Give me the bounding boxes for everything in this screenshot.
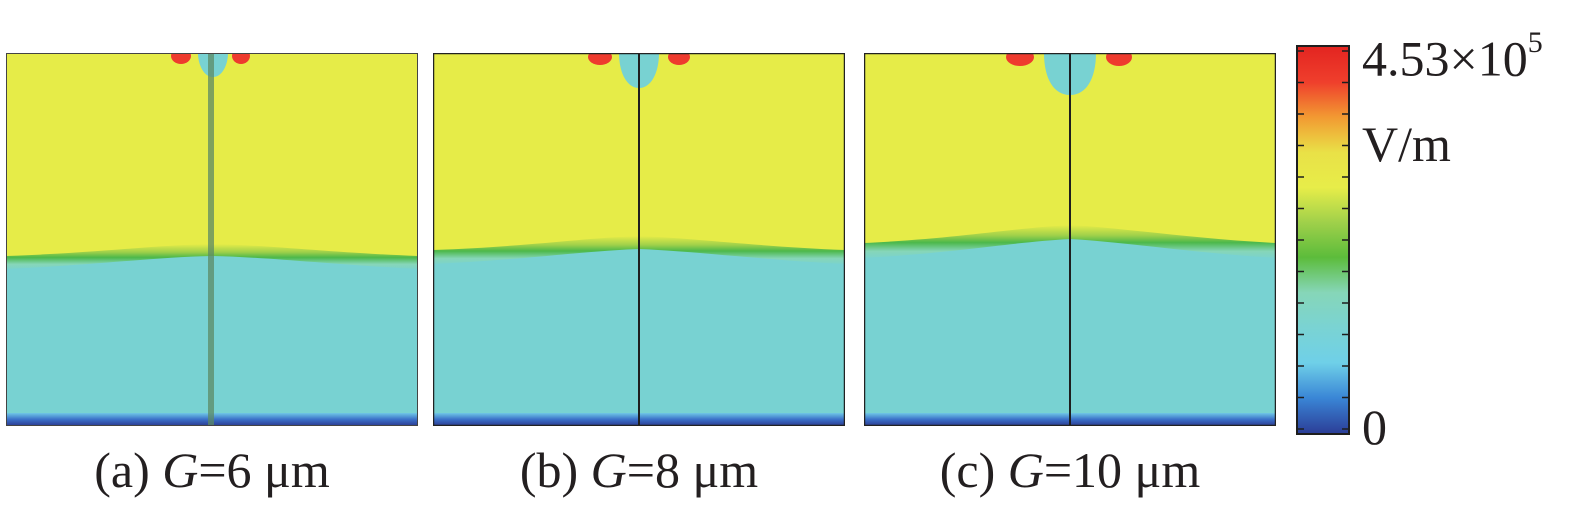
panel-a-field-map bbox=[6, 53, 418, 426]
caption-a-prefix: (a) bbox=[94, 442, 163, 498]
electrode-field-red-right bbox=[668, 53, 690, 65]
electrode-field-red-right bbox=[232, 53, 250, 64]
panel-c-field-map bbox=[864, 53, 1276, 426]
colorbar bbox=[1296, 45, 1350, 435]
panel-b-field-map bbox=[433, 53, 845, 426]
colorbar-gradient bbox=[1298, 47, 1348, 433]
caption-c-prefix: (c) bbox=[939, 442, 1008, 498]
caption-c: (c) G=10 μm bbox=[864, 440, 1276, 500]
caption-b-variable: G bbox=[590, 442, 627, 498]
caption-a-variable: G bbox=[162, 442, 199, 498]
colorbar-ticks bbox=[1298, 50, 1348, 430]
electrode-field-red-left bbox=[1006, 53, 1034, 66]
electrode-field-red-right bbox=[1106, 53, 1132, 66]
center-line bbox=[638, 53, 640, 426]
colorbar-max-label: 4.53×105 bbox=[1362, 22, 1543, 86]
caption-c-value: =10 μm bbox=[1043, 442, 1201, 498]
electrode-field-red-left bbox=[171, 53, 191, 64]
colorbar-unit: V/m bbox=[1362, 116, 1451, 172]
center-line bbox=[208, 53, 214, 426]
center-line bbox=[1069, 53, 1071, 426]
caption-b-value: =8 μm bbox=[626, 442, 759, 498]
colorbar-max-mantissa: 4.53×10 bbox=[1362, 30, 1528, 87]
caption-b-prefix: (b) bbox=[519, 442, 591, 498]
colorbar-min-label: 0 bbox=[1362, 399, 1387, 455]
caption-a-value: =6 μm bbox=[198, 442, 330, 498]
caption-a: (a) G=6 μm bbox=[6, 440, 418, 500]
caption-c-variable: G bbox=[1007, 442, 1044, 498]
panel-frame bbox=[433, 53, 845, 426]
panel-frame bbox=[6, 53, 418, 426]
panel-frame bbox=[864, 53, 1276, 426]
caption-b: (b) G=8 μm bbox=[433, 440, 845, 500]
colorbar-max-exponent: 5 bbox=[1527, 26, 1543, 59]
electrode-field-red-left bbox=[588, 53, 612, 65]
